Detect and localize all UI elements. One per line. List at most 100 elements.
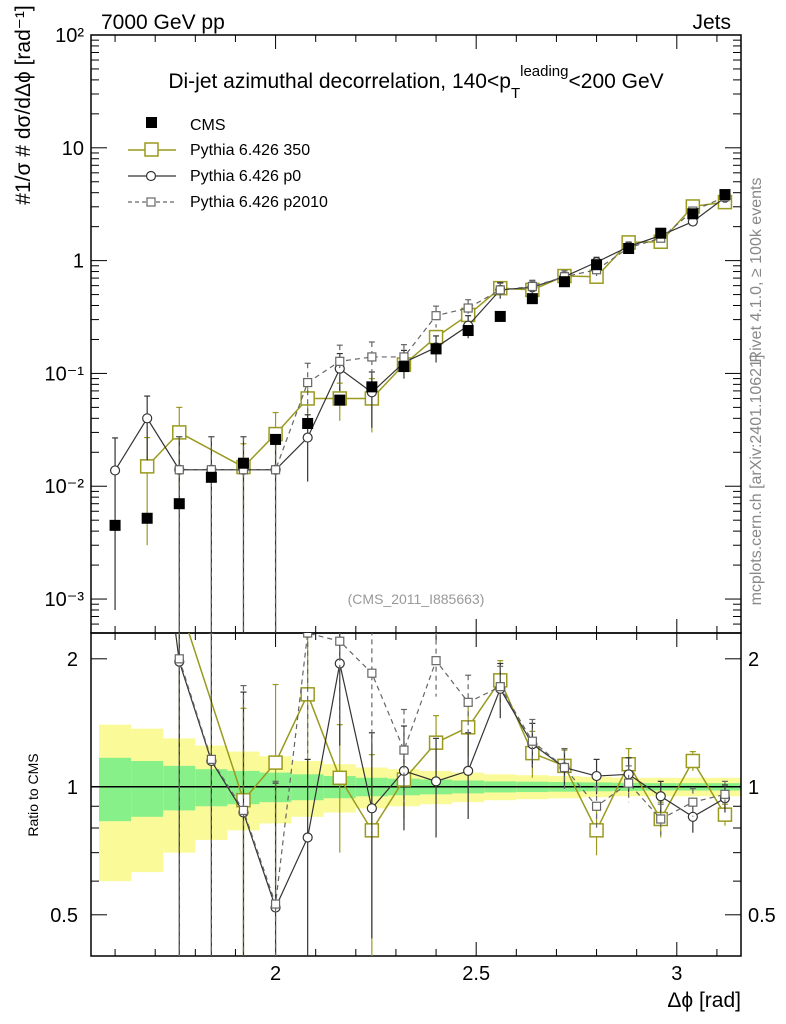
point-cms [719, 189, 731, 201]
point-p2010 [463, 303, 473, 313]
y-tick-label: 10² [55, 25, 84, 47]
ratio-point-p2010 [527, 736, 537, 746]
side-label-top: Rivet 4.1.0, ≥ 100k events [748, 178, 765, 363]
main-plot-frame [90, 34, 742, 634]
point-p2010 [174, 465, 184, 475]
point-cms [494, 310, 506, 322]
legend-marker-p350 [144, 142, 159, 157]
ratio-point-p350 [685, 753, 701, 769]
point-cms [334, 394, 346, 406]
ratio-plot-frame [90, 632, 742, 957]
ratio-tick-label-left: 1 [67, 777, 78, 799]
ratio-point-p0 [366, 803, 377, 814]
point-cms [430, 343, 442, 355]
y-tick-label: 1 [73, 251, 84, 273]
title-sub: T [511, 85, 520, 102]
point-cms [591, 259, 603, 271]
point-p2010 [270, 465, 281, 475]
header-right: Jets [692, 11, 731, 34]
legend-marker-p2010 [146, 197, 156, 207]
x-tick-label: 2 [270, 963, 281, 985]
y-tick-label: 10⁻² [45, 476, 85, 498]
ratio-point-p2010 [591, 801, 602, 811]
ratio-point-p2010 [688, 797, 698, 807]
point-p2010 [303, 377, 313, 388]
y-tick-label: 10 [62, 138, 84, 160]
point-cms [558, 276, 570, 288]
point-cms [141, 512, 153, 524]
point-cms [366, 381, 378, 393]
ratio-point-p2010 [656, 814, 666, 824]
ratio-point-p2010 [431, 656, 441, 666]
ratio-point-p2010 [270, 899, 281, 909]
header-left: 7000 GeV pp [101, 11, 225, 34]
point-cms [237, 457, 249, 469]
ratio-point-p2010 [624, 778, 634, 788]
point-p2010 [335, 356, 345, 366]
legend-marker-cms [146, 117, 157, 128]
x-tick-label: 3 [671, 963, 682, 985]
legend-label-cms: CMS [190, 117, 226, 134]
watermark: (CMS_2011_I885663) [348, 591, 485, 607]
legend-marker-p0 [145, 170, 157, 182]
point-cms [205, 471, 217, 483]
ratio-axis-label: Ratio to CMS [25, 753, 41, 836]
point-cms [462, 325, 474, 337]
point-cms [623, 243, 635, 255]
title-main: Di-jet azimuthal decorrelation, 140<p [168, 70, 511, 93]
point-cms [687, 208, 699, 220]
y-tick-label: 10⁻³ [45, 589, 85, 611]
band-green-bin [131, 760, 164, 817]
point-p2010 [495, 285, 505, 295]
point-p2010 [367, 352, 377, 362]
point-cms [526, 293, 538, 305]
ratio-line-p0 [175, 633, 726, 910]
point-cms [302, 417, 314, 429]
main-plot-data [109, 189, 733, 633]
legend-label-p350: Pythia 6.426 350 [190, 142, 310, 159]
ratio-bands [91, 724, 741, 882]
ratio-point-p2010 [174, 654, 184, 664]
point-cms [655, 227, 667, 239]
ratio-tick-label-right: 0.5 [748, 905, 776, 927]
ratio-point-p2010 [720, 789, 730, 799]
x-tick-label: 2.5 [462, 963, 490, 985]
point-cms [398, 361, 410, 373]
point-cms [173, 498, 185, 510]
point-cms [109, 519, 121, 531]
ratio-point-p2010 [303, 633, 313, 638]
side-label-bottom: mcplots.cern.ch [arXiv:2401.10621] [748, 355, 765, 606]
point-p2010 [399, 352, 409, 362]
ratio-point-p0 [591, 770, 602, 782]
series-line-p2010 [179, 196, 726, 471]
ratio-point-p350 [332, 770, 348, 786]
ratio-point-p2010 [399, 745, 409, 755]
ratio-point-p350 [268, 755, 283, 770]
ratio-tick-label-right: 1 [748, 777, 759, 799]
ratio-point-p2010 [335, 636, 345, 646]
ratio-tick-label-right: 2 [748, 649, 759, 671]
band-green-bin [99, 757, 132, 822]
ratio-point-p2010 [495, 682, 505, 692]
y-tick-label: 10⁻¹ [45, 363, 85, 385]
ratio-tick-label-left: 0.5 [50, 905, 78, 927]
legend-label-p2010: Pythia 6.426 p2010 [190, 194, 328, 211]
ratio-point-p0 [463, 765, 474, 776]
ratio-tick-label-left: 2 [67, 649, 78, 671]
ratio-point-p0 [655, 791, 666, 802]
ratio-point-p2010 [206, 754, 216, 764]
ratio-line-p2010 [178, 633, 726, 905]
ratio-point-p2010 [559, 762, 570, 773]
ratio-clipped-group [174, 633, 733, 956]
legend-label-p0: Pythia 6.426 p0 [190, 168, 301, 185]
ratio-point-p0 [302, 832, 313, 843]
ratio-point-p2010 [238, 805, 249, 816]
point-p2010 [527, 281, 537, 292]
x-axis-label: Δϕ [rad] [667, 989, 741, 1012]
ratio-point-p0 [430, 776, 442, 787]
point-p0 [142, 413, 153, 424]
point-p0 [109, 465, 121, 476]
ratio-plot-data [174, 633, 733, 956]
title-sup: leading [520, 63, 568, 80]
